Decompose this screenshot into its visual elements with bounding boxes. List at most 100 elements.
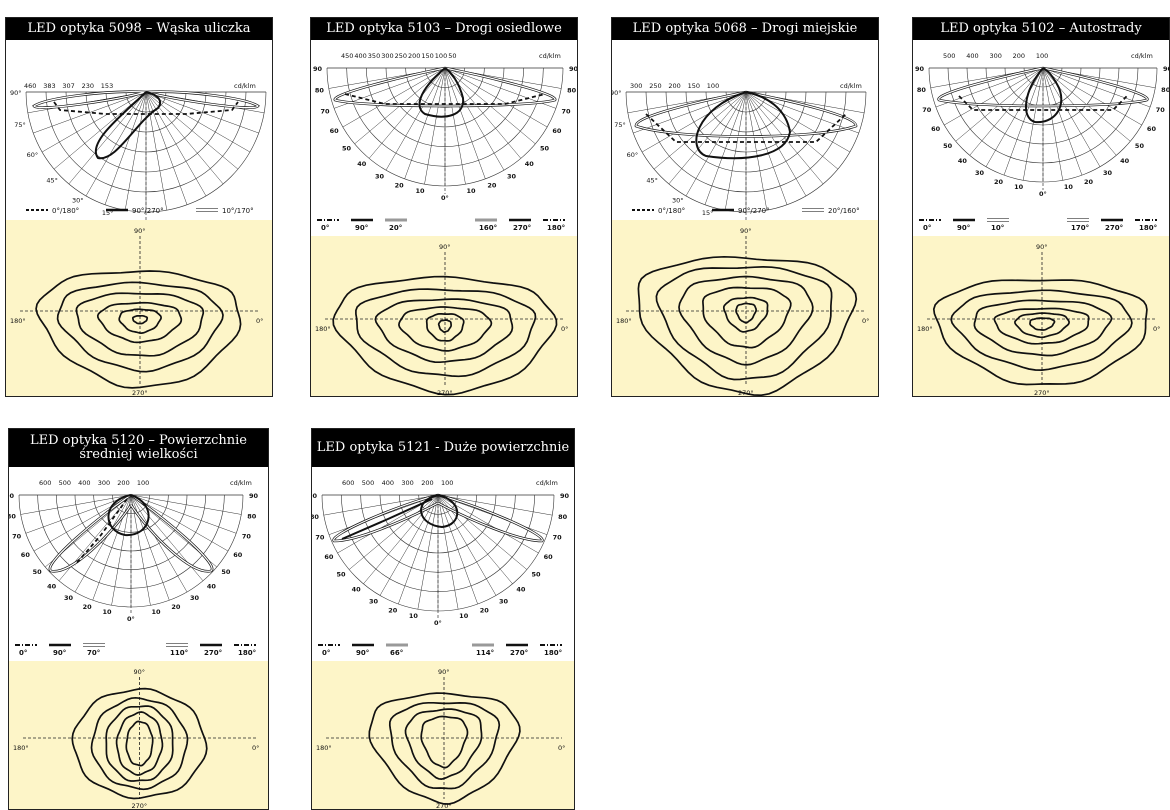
legend-label: 10° (991, 224, 1004, 232)
polar-radial (111, 494, 132, 606)
photometric-card-5098: LED optyka 5098 – Wąska uliczka 460 383 30… (5, 17, 273, 397)
polar-radial (444, 67, 466, 185)
angle-label: 30 (975, 169, 985, 177)
iso-label-top: 90° (439, 243, 451, 251)
polar-radial (745, 91, 839, 170)
angle-label: 50 (221, 568, 231, 576)
legend-label: 170° (1071, 224, 1089, 232)
isolux-diagram: 90° 270° 180° 0° (312, 661, 574, 809)
iso-label-right: 0° (558, 744, 565, 752)
isolux-contour (368, 692, 521, 805)
isolux-background (6, 220, 272, 396)
angle-label: 30 (507, 172, 517, 180)
polar-radial (404, 67, 446, 179)
polar-radial (437, 494, 459, 610)
iso-label-right: 0° (252, 744, 259, 752)
polar-radial (1042, 67, 1101, 167)
isolux-contour (932, 279, 1148, 386)
isolux-background (612, 220, 878, 396)
scale-label: 350 (368, 52, 380, 60)
polar-radial (745, 91, 824, 185)
angle-label: 75° (14, 121, 26, 129)
angle-label: 20 (487, 182, 497, 190)
iso-label-left: 180° (917, 325, 933, 333)
scale-label: 200 (421, 479, 433, 487)
angle-label: 90 (313, 65, 323, 73)
scale-label: 600 (39, 479, 51, 487)
angle-label: 80 (567, 87, 577, 95)
intensity-curve (94, 91, 162, 160)
polar-radial (328, 494, 439, 535)
angle-label: 40 (47, 582, 57, 590)
polar-radial (130, 494, 242, 515)
polar-radial (145, 91, 259, 134)
isolux-contour (56, 281, 224, 373)
polar-diagram: 600500400300200100cd/klm9080706050403020… (9, 479, 259, 657)
polar-radial (379, 494, 439, 596)
scale-label: 200 (668, 82, 680, 90)
scale-label: 400 (966, 52, 978, 60)
scale-label: 460 (24, 82, 36, 90)
isolux-background (9, 661, 268, 809)
angle-label: 20 (1084, 178, 1094, 186)
angle-label: 45° (46, 177, 58, 185)
card-title: LED optyka 5068 – Drogi miejskie (612, 18, 878, 40)
angle-label: 0° (127, 615, 135, 623)
scale-label: 400 (382, 479, 394, 487)
legend-label: 0°/180° (52, 207, 79, 215)
intensity-curve (938, 67, 1148, 107)
legend-label: 90° (355, 224, 368, 232)
legend-label: 0° (322, 649, 330, 657)
card-title: LED optyka 5120 – Powierzchnie średniej … (9, 429, 268, 467)
angle-label: 10 (415, 187, 425, 195)
angle-label: 50 (337, 570, 347, 578)
legend-label: 20°/160° (828, 207, 860, 215)
legend-label: 70° (87, 649, 100, 657)
intensity-curve (334, 67, 556, 107)
angle-label: 10 (1064, 183, 1074, 191)
isolux-contour (637, 255, 858, 396)
unit-label: cd/klm (230, 479, 252, 487)
polar-radial (145, 91, 168, 211)
polar-diagram: 500 400 300 200 100 cd/klm 90 80 70 60 50 40 30 20 10 9… (915, 52, 1169, 232)
isolux-contour (71, 687, 208, 800)
polar-radial (41, 91, 147, 153)
scale-label: 200 (1013, 52, 1025, 60)
polar-radial (745, 91, 768, 211)
polar-diagram: 600500400300200100cd/klm9080706050403020… (312, 479, 570, 657)
angle-label: 75° (614, 121, 626, 129)
scale-label: 300 (989, 52, 1001, 60)
iso-label-top: 90° (134, 668, 146, 676)
angle-label: 70 (12, 532, 22, 540)
polar-radial (724, 91, 747, 211)
angle-label: 60 (552, 127, 562, 135)
intensity-curve (333, 494, 439, 542)
angle-label: 30 (375, 172, 385, 180)
angle-label: 30 (369, 598, 379, 606)
isolux-contour (398, 306, 493, 352)
intensity-curve (53, 101, 239, 115)
scale-label: 300 (401, 479, 413, 487)
scale-label: 400 (354, 52, 366, 60)
legend-label: 180° (238, 649, 256, 657)
intensity-curve (420, 494, 459, 529)
angle-label: 90 (312, 492, 318, 500)
scale-label: 450 (341, 52, 353, 60)
scale-label: 600 (342, 479, 354, 487)
intensity-curve (33, 91, 147, 109)
angle-label: 30° (672, 196, 684, 204)
iso-label-bottom: 270° (132, 389, 148, 397)
legend-label: 90° (356, 649, 369, 657)
isolux-contour (420, 715, 469, 769)
iso-label-left: 180° (316, 744, 332, 752)
legend-label: 90°/270° (738, 207, 770, 215)
legend-label: 0° (923, 224, 931, 232)
polar-radial (641, 91, 747, 153)
legend-label: 270° (513, 224, 531, 232)
intensity-curve (695, 91, 792, 160)
polar-radial (74, 494, 132, 593)
scale-label: 150 (688, 82, 700, 90)
polar-radial (1003, 67, 1044, 176)
intensity-curve (418, 67, 465, 118)
scale-label: 100 (1036, 52, 1048, 60)
